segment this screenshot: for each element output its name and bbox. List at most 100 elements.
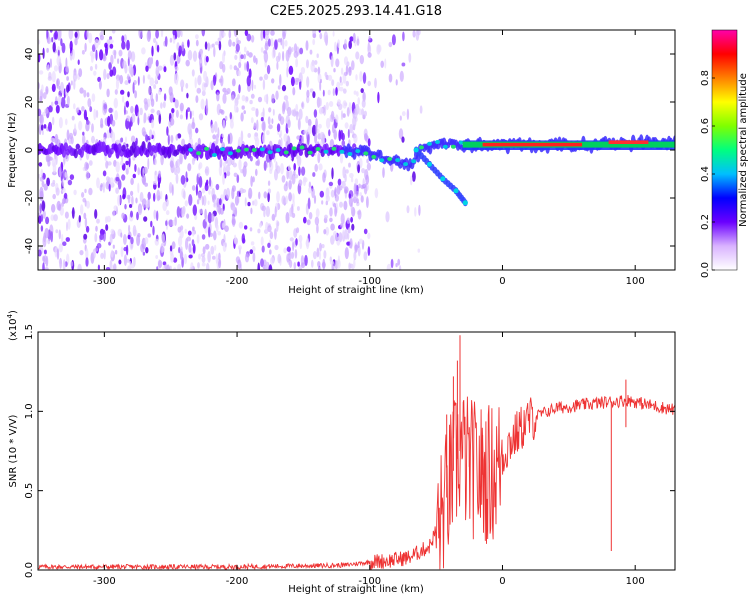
spectrogram-noise-cell (247, 201, 251, 207)
spectrogram-noise-cell (412, 30, 416, 38)
spectrogram-noise-cell (171, 184, 174, 196)
spectrogram-noise-cell (234, 195, 239, 206)
spectrogram-noise-cell (297, 261, 300, 267)
spectrogram-line-highlight (315, 147, 321, 151)
spectrogram-noise-cell (126, 258, 130, 263)
snr-x-tick-label: 100 (626, 576, 645, 587)
spectrogram-noise-cell (270, 37, 274, 47)
spectrogram-noise-cell (52, 193, 56, 200)
spectrogram-noise-cell (138, 206, 143, 216)
spectrogram-noise-cell (222, 52, 225, 64)
spectrogram-noise-cell (401, 111, 406, 117)
spectrogram-y-tick-label: 20 (24, 96, 35, 109)
spectrogram-noise-cell (330, 55, 334, 68)
spectrogram-noise-cell (185, 59, 190, 67)
spectrogram-noise-cell (110, 265, 114, 269)
spectrogram-noise-cell (115, 139, 120, 145)
spectrogram-noise-cell (167, 134, 170, 146)
spectrogram-noise-cell (130, 177, 134, 186)
spectrogram-noise-cell (145, 199, 151, 208)
spectrogram-noise-cell (48, 156, 53, 161)
spectrogram-noise-cell (75, 107, 80, 114)
spectrogram-noise-cell (85, 225, 90, 233)
spectrogram-noise-cell (110, 249, 114, 258)
spectrogram-noise-cell (171, 220, 176, 226)
colorbar-tick-label: 0.2 (700, 214, 711, 230)
spectrogram-noise-cell (344, 38, 347, 51)
spectrogram-noise-cell (339, 76, 342, 83)
spectrogram-noise-cell (311, 124, 317, 137)
spectrogram-noise-cell (347, 227, 351, 234)
spectrogram-noise-cell (176, 166, 181, 174)
spectrogram-noise-cell (196, 199, 200, 205)
spectrogram-noise-cell (179, 153, 183, 165)
spectrogram-noise-cell (380, 60, 385, 68)
spectrogram-noise-cell (186, 92, 189, 99)
spectrogram-noise-cell (351, 223, 355, 231)
spectrogram-noise-cell (144, 182, 148, 187)
spectrogram-noise-cell (68, 132, 74, 140)
spectrogram-noise-cell (115, 78, 120, 90)
spectrogram-noise-cell (293, 43, 298, 53)
spectrogram-noise-cell (126, 39, 130, 51)
spectrogram-noise-cell (238, 159, 242, 171)
spectrogram-noise-cell (55, 153, 58, 166)
spectrogram-line-highlight (196, 151, 202, 156)
spectrogram-noise-cell (96, 177, 100, 189)
spectrogram-noise-cell (181, 138, 186, 147)
snr-frame (37, 331, 676, 571)
spectrogram-line-highlight (227, 151, 233, 156)
spectrogram-noise-cell (67, 179, 73, 186)
spectrogram-noise-cell (360, 108, 365, 116)
spectrogram-noise-cell (336, 259, 341, 269)
spectrogram-noise-cell (121, 174, 126, 181)
spectrogram-noise-cell (86, 30, 89, 39)
spectrogram-noise-cell (39, 203, 42, 214)
spectrogram-noise-cell (292, 110, 297, 117)
spectrogram-noise-cell (175, 109, 179, 118)
spectrogram-noise-cell (210, 123, 215, 134)
spectrogram-x-tick-label: -100 (358, 276, 381, 287)
spectrogram-noise-cell (123, 105, 126, 116)
spectrogram-line-cell (197, 144, 202, 152)
spectrogram-noise-cell (130, 105, 134, 114)
spectrogram-noise-cell (260, 30, 264, 41)
spectrogram-noise-cell (141, 47, 146, 55)
spectrogram-noise-cell (238, 84, 241, 94)
spectrogram-noise-cell (38, 123, 42, 136)
spectrogram-noise-cell (94, 38, 99, 49)
spectrogram-noise-cell (332, 230, 338, 241)
spectrogram-noise-cell (355, 190, 359, 197)
spectrogram-noise-cell (85, 162, 90, 170)
spectrogram-noise-cell (80, 204, 84, 215)
spectrogram-noise-cell (179, 114, 183, 120)
spectrogram-noise-cell (187, 163, 192, 172)
spectrogram-noise-cell (77, 59, 80, 65)
spectrogram-noise-cell (230, 202, 236, 211)
spectrogram-noise-cell (54, 100, 59, 105)
spectrogram-noise-cell (215, 133, 219, 145)
spectrogram-noise-cell (212, 74, 217, 86)
spectrogram-noise-cell (47, 159, 51, 167)
spectrogram-noise-cell (155, 30, 159, 39)
spectrogram-noise-cell (262, 107, 265, 119)
spectrogram-noise-cell (327, 89, 331, 96)
spectrogram-noise-cell (366, 196, 369, 209)
spectrogram-noise-cell (121, 95, 125, 103)
spectrogram-noise-cell (255, 108, 259, 118)
spectrogram-noise-cell (319, 107, 324, 115)
spectrogram-noise-cell (358, 238, 363, 244)
spectrogram-noise-cell (264, 264, 268, 270)
spectrogram-noise-cell (316, 96, 321, 108)
spectrogram-noise-cell (143, 166, 148, 174)
spectrogram-line-highlight (363, 151, 369, 156)
spectrogram-noise-cell (108, 62, 112, 70)
spectrogram-noise-cell (258, 191, 261, 200)
spectrogram-noise-cell (281, 84, 287, 92)
spectrogram-noise-cell (149, 77, 155, 87)
spectrogram-noise-cell (222, 93, 227, 104)
spectrogram-noise-cell (312, 172, 316, 177)
spectrogram-noise-cell (102, 182, 105, 193)
spectrogram-noise-cell (312, 38, 316, 46)
spectrogram-noise-cell (67, 218, 71, 230)
